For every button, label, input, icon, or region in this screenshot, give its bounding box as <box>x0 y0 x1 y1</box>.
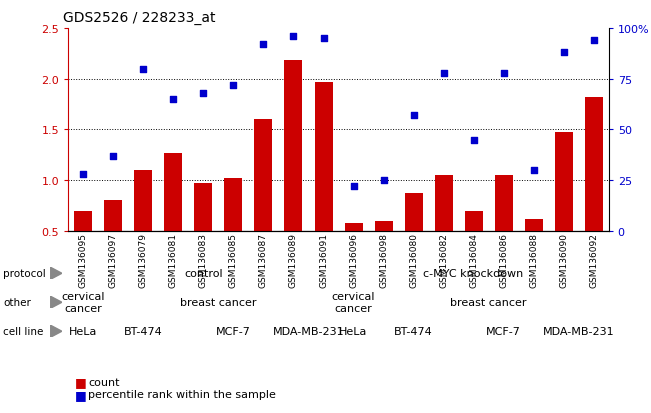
Polygon shape <box>50 297 62 309</box>
Bar <box>255 120 273 282</box>
Point <box>288 34 299 40</box>
Bar <box>74 211 92 282</box>
Bar <box>225 179 242 282</box>
Point <box>168 97 178 103</box>
Point <box>348 183 359 190</box>
Text: cervical
cancer: cervical cancer <box>332 292 375 313</box>
Point <box>108 153 118 160</box>
Text: BT-474: BT-474 <box>395 326 433 337</box>
Point <box>438 70 449 77</box>
Text: MDA-MB-231: MDA-MB-231 <box>543 326 615 337</box>
Bar <box>374 221 393 282</box>
Text: GDS2526 / 228233_at: GDS2526 / 228233_at <box>63 11 215 25</box>
Polygon shape <box>50 268 62 280</box>
Bar <box>344 223 363 282</box>
Text: HeLa: HeLa <box>69 326 98 337</box>
Text: control: control <box>184 268 223 279</box>
Text: breast cancer: breast cancer <box>180 297 256 308</box>
Bar <box>165 153 182 282</box>
Point <box>529 167 539 174</box>
Bar <box>495 176 512 282</box>
Bar <box>134 171 152 282</box>
Bar <box>404 194 422 282</box>
Point <box>499 70 509 77</box>
Bar <box>555 133 573 282</box>
Point <box>258 42 269 48</box>
Bar <box>465 211 482 282</box>
Text: percentile rank within the sample: percentile rank within the sample <box>88 389 276 399</box>
Text: other: other <box>3 297 31 308</box>
Text: breast cancer: breast cancer <box>450 297 527 308</box>
Text: ■: ■ <box>75 375 87 389</box>
Polygon shape <box>50 325 62 338</box>
Point <box>78 171 89 178</box>
Text: MCF-7: MCF-7 <box>486 326 521 337</box>
Bar <box>585 98 603 282</box>
Point <box>559 50 569 57</box>
Bar <box>104 201 122 282</box>
Point <box>408 113 419 119</box>
Point <box>198 90 208 97</box>
Bar <box>284 61 303 282</box>
Point <box>138 66 148 73</box>
Point <box>229 82 239 89</box>
Text: c-MYC knockdown: c-MYC knockdown <box>424 268 523 279</box>
Bar <box>525 219 543 282</box>
Text: HeLa: HeLa <box>339 326 368 337</box>
Point <box>378 178 389 184</box>
Text: MDA-MB-231: MDA-MB-231 <box>273 326 344 337</box>
Bar <box>435 176 452 282</box>
Bar <box>195 184 212 282</box>
Text: count: count <box>88 377 119 387</box>
Text: ■: ■ <box>75 388 87 401</box>
Point <box>318 36 329 43</box>
Text: cell line: cell line <box>3 326 44 337</box>
Bar <box>314 83 333 282</box>
Point <box>589 38 599 44</box>
Text: cervical
cancer: cervical cancer <box>62 292 105 313</box>
Text: BT-474: BT-474 <box>124 326 163 337</box>
Text: protocol: protocol <box>3 268 46 279</box>
Point <box>469 137 479 144</box>
Text: MCF-7: MCF-7 <box>216 326 251 337</box>
